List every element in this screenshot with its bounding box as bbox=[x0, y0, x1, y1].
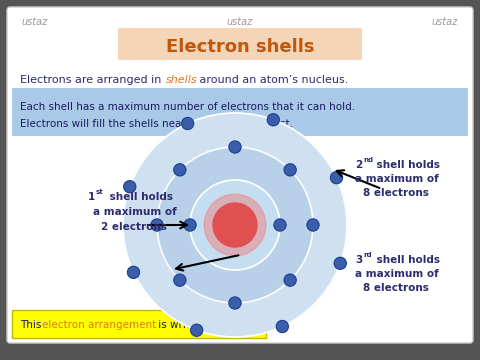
Text: a maximum of: a maximum of bbox=[355, 174, 439, 184]
Circle shape bbox=[229, 297, 241, 309]
Text: Electron shells: Electron shells bbox=[166, 38, 314, 56]
Text: 2: 2 bbox=[355, 160, 362, 170]
Circle shape bbox=[274, 219, 286, 231]
FancyBboxPatch shape bbox=[12, 88, 468, 136]
Text: 3: 3 bbox=[355, 255, 362, 265]
FancyBboxPatch shape bbox=[7, 7, 473, 343]
Text: 1: 1 bbox=[88, 192, 95, 202]
Text: Electrons will fill the shells nearest the nucleus first.: Electrons will fill the shells nearest t… bbox=[20, 119, 293, 129]
Circle shape bbox=[276, 320, 288, 333]
Text: shell holds: shell holds bbox=[373, 160, 440, 170]
Circle shape bbox=[204, 194, 266, 256]
Text: a maximum of: a maximum of bbox=[93, 207, 177, 217]
Text: around an atom’s nucleus.: around an atom’s nucleus. bbox=[196, 75, 348, 85]
FancyBboxPatch shape bbox=[12, 310, 266, 338]
Circle shape bbox=[191, 324, 203, 336]
Circle shape bbox=[284, 164, 296, 176]
Text: 2,8,8: 2,8,8 bbox=[222, 320, 252, 330]
Circle shape bbox=[124, 181, 136, 193]
Text: This: This bbox=[20, 320, 45, 330]
Text: electron arrangement: electron arrangement bbox=[42, 320, 156, 330]
Circle shape bbox=[157, 147, 313, 303]
Text: shells: shells bbox=[166, 75, 198, 85]
Text: ustaz: ustaz bbox=[22, 17, 48, 27]
Circle shape bbox=[229, 141, 241, 153]
Text: is written as: is written as bbox=[155, 320, 226, 330]
Text: st: st bbox=[96, 189, 104, 195]
Text: shell holds: shell holds bbox=[373, 255, 440, 265]
Text: nd: nd bbox=[363, 157, 373, 163]
Text: Electrons are arranged in: Electrons are arranged in bbox=[20, 75, 165, 85]
Circle shape bbox=[331, 172, 343, 184]
Circle shape bbox=[174, 274, 186, 286]
FancyBboxPatch shape bbox=[118, 28, 362, 60]
Text: a maximum of: a maximum of bbox=[355, 269, 439, 279]
Circle shape bbox=[184, 219, 196, 231]
Circle shape bbox=[174, 164, 186, 176]
Text: rd: rd bbox=[363, 252, 372, 258]
Text: Each shell has a maximum number of electrons that it can hold.: Each shell has a maximum number of elect… bbox=[20, 102, 355, 112]
Text: ustaz: ustaz bbox=[432, 17, 458, 27]
Text: 2 electrons: 2 electrons bbox=[101, 222, 167, 232]
Circle shape bbox=[190, 180, 280, 270]
Circle shape bbox=[307, 219, 319, 231]
Text: 8 electrons: 8 electrons bbox=[363, 283, 429, 293]
Circle shape bbox=[181, 117, 193, 130]
Circle shape bbox=[128, 266, 140, 278]
Circle shape bbox=[284, 274, 296, 286]
Circle shape bbox=[123, 113, 347, 337]
Text: 8 electrons: 8 electrons bbox=[363, 188, 429, 198]
Text: shell holds: shell holds bbox=[106, 192, 173, 202]
Text: ustaz: ustaz bbox=[227, 17, 253, 27]
Circle shape bbox=[334, 257, 346, 269]
Circle shape bbox=[151, 219, 163, 231]
Circle shape bbox=[267, 114, 279, 126]
Circle shape bbox=[213, 203, 257, 247]
